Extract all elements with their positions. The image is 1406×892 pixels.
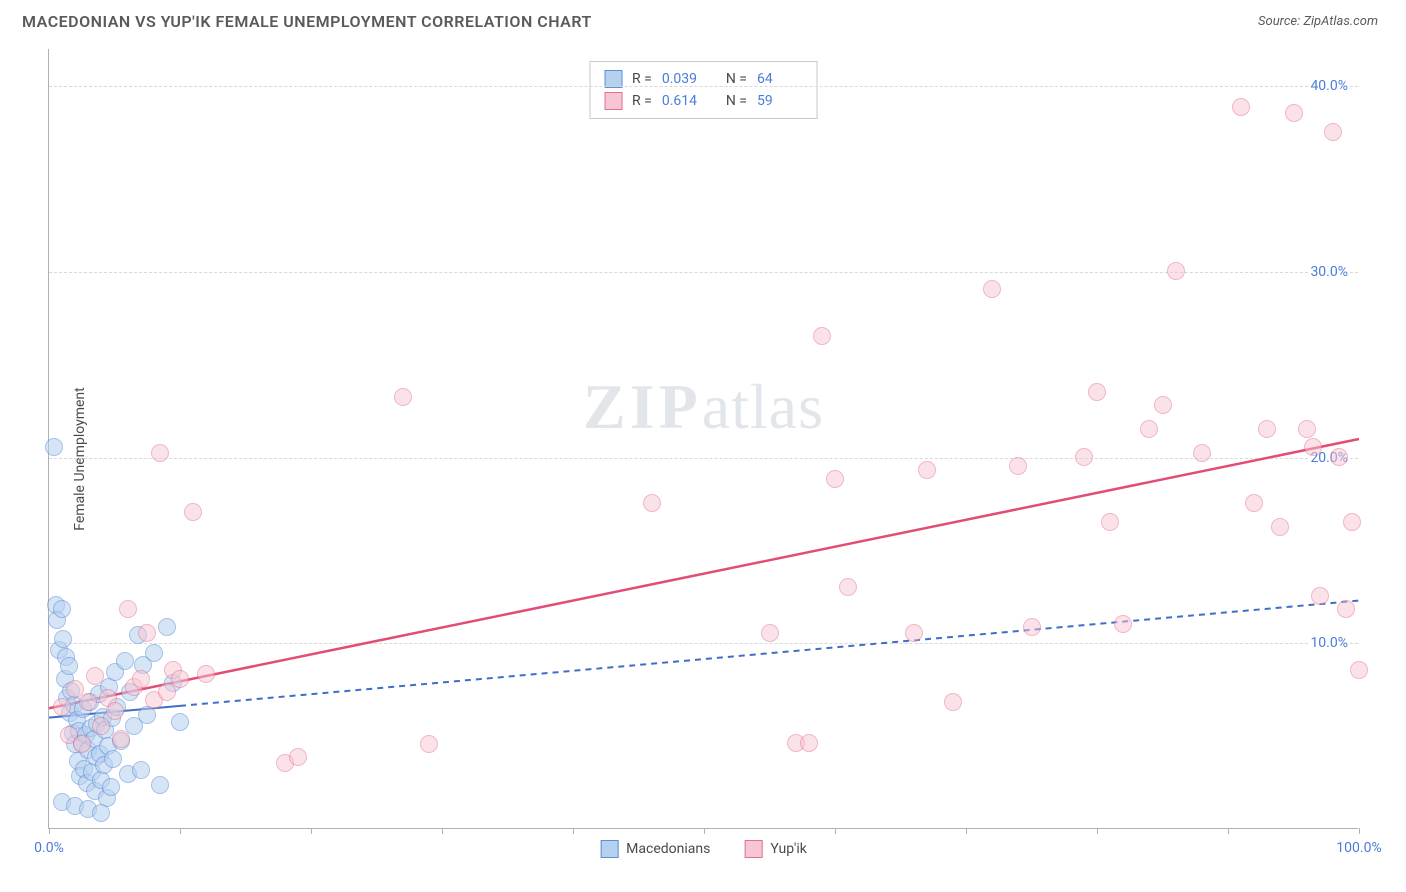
- data-point: [92, 717, 110, 735]
- chart-title: MACEDONIAN VS YUP'IK FEMALE UNEMPLOYMENT…: [22, 12, 592, 31]
- x-tick-label: 0.0%: [34, 840, 64, 856]
- x-tick: [1097, 828, 1098, 834]
- data-point: [53, 600, 71, 618]
- data-point: [138, 624, 156, 642]
- source-attribution: Source: ZipAtlas.com: [1258, 14, 1378, 29]
- data-point: [839, 578, 857, 596]
- data-point: [112, 730, 130, 748]
- data-point: [761, 624, 779, 642]
- x-tick: [966, 828, 967, 834]
- data-point: [1075, 448, 1093, 466]
- data-point: [1009, 457, 1027, 475]
- data-point: [1245, 494, 1263, 512]
- x-tick: [1359, 828, 1360, 834]
- x-tick: [835, 828, 836, 834]
- data-point: [158, 618, 176, 636]
- data-point: [800, 734, 818, 752]
- legend-swatch: [744, 840, 762, 858]
- data-point: [151, 444, 169, 462]
- data-point: [1350, 661, 1368, 679]
- data-point: [944, 693, 962, 711]
- legend-item: Yup'ik: [744, 840, 806, 858]
- data-point: [53, 698, 71, 716]
- x-tick: [49, 828, 50, 834]
- data-point: [104, 750, 122, 768]
- x-tick: [180, 828, 181, 834]
- data-point: [145, 644, 163, 662]
- data-point: [289, 748, 307, 766]
- data-point: [119, 600, 137, 618]
- data-point: [1285, 104, 1303, 122]
- data-point: [1167, 262, 1185, 280]
- x-tick: [442, 828, 443, 834]
- data-point: [45, 438, 63, 456]
- legend-swatch: [600, 840, 618, 858]
- data-point: [1343, 513, 1361, 531]
- data-point: [1337, 600, 1355, 618]
- data-point: [826, 470, 844, 488]
- data-point: [73, 735, 91, 753]
- series-legend: Macedonians Yup'ik: [600, 840, 807, 858]
- data-point: [1258, 420, 1276, 438]
- data-point: [79, 693, 97, 711]
- x-tick: [704, 828, 705, 834]
- data-point: [905, 624, 923, 642]
- data-point: [1298, 420, 1316, 438]
- data-point: [1232, 98, 1250, 116]
- data-point: [197, 665, 215, 683]
- data-point: [132, 761, 150, 779]
- data-point: [106, 702, 124, 720]
- data-point: [983, 280, 1001, 298]
- x-tick: [573, 828, 574, 834]
- data-point: [394, 388, 412, 406]
- x-tick: [1228, 828, 1229, 834]
- data-point: [813, 327, 831, 345]
- data-point: [1304, 438, 1322, 456]
- data-point: [420, 735, 438, 753]
- data-point: [60, 657, 78, 675]
- legend-label: Yup'ik: [770, 841, 806, 857]
- data-point: [171, 670, 189, 688]
- data-point: [1140, 420, 1158, 438]
- data-point: [1023, 618, 1041, 636]
- data-point: [132, 670, 150, 688]
- data-point: [1154, 396, 1172, 414]
- plot-region: ZIPatlas R =0.039N =64R =0.614N =59 Mace…: [48, 49, 1358, 829]
- data-point: [1311, 587, 1329, 605]
- x-tick: [311, 828, 312, 834]
- data-point: [184, 503, 202, 521]
- data-point: [918, 461, 936, 479]
- data-point: [171, 713, 189, 731]
- data-point: [151, 776, 169, 794]
- data-point: [116, 652, 134, 670]
- x-tick-label: 100.0%: [1336, 840, 1381, 856]
- chart-area: Female Unemployment ZIPatlas R =0.039N =…: [0, 39, 1406, 879]
- legend-item: Macedonians: [600, 840, 710, 858]
- data-point: [1330, 448, 1348, 466]
- data-point: [86, 667, 104, 685]
- data-point: [1101, 513, 1119, 531]
- legend-label: Macedonians: [626, 841, 710, 857]
- data-point: [54, 630, 72, 648]
- data-point: [92, 804, 110, 822]
- trendlines: [49, 49, 1358, 828]
- data-point: [1324, 123, 1342, 141]
- data-point: [102, 778, 120, 796]
- data-point: [643, 494, 661, 512]
- chart-header: MACEDONIAN VS YUP'IK FEMALE UNEMPLOYMENT…: [0, 0, 1406, 39]
- data-point: [1271, 518, 1289, 536]
- data-point: [1088, 383, 1106, 401]
- data-point: [1114, 615, 1132, 633]
- data-point: [1193, 444, 1211, 462]
